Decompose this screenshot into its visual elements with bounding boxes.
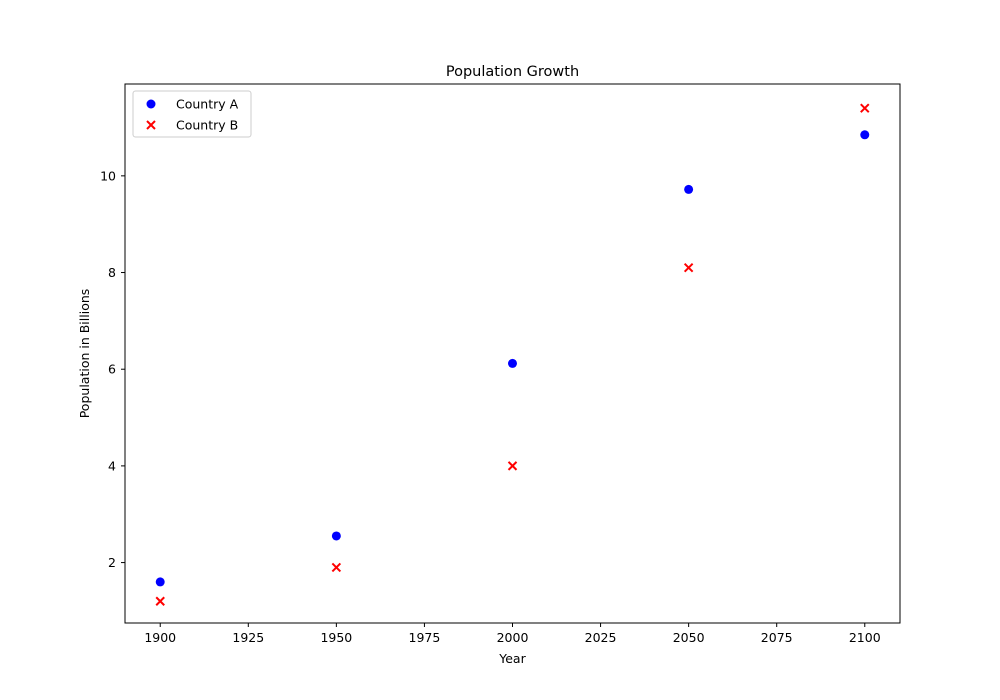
x-tick-label: 1900 [144, 630, 176, 645]
y-tick-label: 4 [108, 458, 116, 473]
legend-marker [146, 99, 156, 109]
x-tick-label: 2025 [585, 630, 617, 645]
y-tick-label: 2 [108, 555, 116, 570]
y-tick-label: 8 [108, 265, 116, 280]
data-point [331, 562, 342, 573]
data-point [860, 103, 870, 113]
y-tick-label: 6 [108, 362, 116, 377]
x-axis-label: Year [498, 651, 526, 666]
x-tick-label: 1925 [232, 630, 264, 645]
x-tick-label: 2075 [761, 630, 793, 645]
x-tick-label: 1950 [320, 630, 352, 645]
legend-label: Country B [176, 118, 238, 133]
data-point [683, 262, 694, 273]
data-point [860, 130, 870, 140]
series-1 [155, 103, 870, 606]
legend-label: Country A [176, 97, 239, 112]
y-tick-label: 10 [100, 168, 116, 183]
y-axis-label: Population in Billions [77, 289, 92, 419]
data-point [155, 577, 165, 587]
x-tick-label: 2000 [497, 630, 529, 645]
data-point [684, 184, 694, 194]
legend-box [132, 90, 252, 138]
data-point [508, 358, 517, 368]
legend-marker [146, 120, 156, 130]
data-point [507, 461, 518, 471]
plot-frame [124, 83, 901, 624]
series-0 [155, 130, 870, 587]
chart-title: Population Growth [446, 64, 579, 80]
data-point [155, 596, 165, 606]
axes: 1900 1925 1950 1975 2000 2025 2050 2075 2100 2 4 6 8… [100, 168, 881, 645]
x-tick-label: 2050 [673, 630, 705, 645]
legend: Country A Country B [132, 90, 252, 138]
plot-area [155, 103, 870, 606]
x-tick-label: 1975 [409, 630, 441, 645]
data-point [331, 531, 341, 541]
x-tick-label: 2100 [849, 630, 881, 645]
